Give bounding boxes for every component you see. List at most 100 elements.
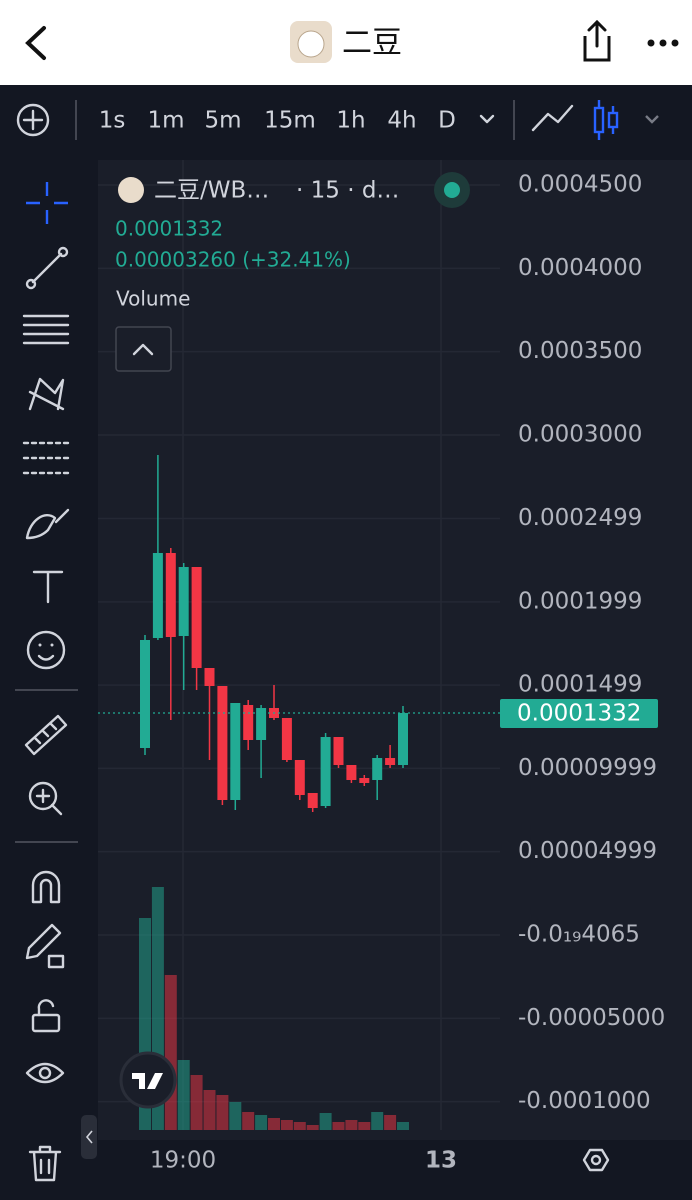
symbol-interval: · 15 · d… — [296, 178, 399, 204]
y-tick-label: 0.0002499 — [518, 505, 642, 531]
lock-drawing-tool[interactable] — [25, 923, 65, 969]
chart-type-menu[interactable] — [645, 115, 659, 124]
candle-body — [230, 703, 241, 800]
trendline-tool[interactable] — [25, 246, 69, 290]
volume-bar — [280, 1120, 293, 1130]
volume-bar — [371, 1112, 384, 1130]
back-button[interactable] — [25, 26, 46, 60]
market-status-dot — [444, 182, 460, 198]
volume-bar — [268, 1118, 280, 1130]
settings-button[interactable] — [582, 1148, 610, 1172]
interval-button[interactable]: 4h — [387, 108, 416, 134]
candle-body — [385, 758, 396, 765]
y-tick-label: 0.0004000 — [518, 255, 642, 281]
symbol-name: 二豆/WB… — [154, 178, 269, 204]
delete-tool[interactable] — [28, 1145, 62, 1182]
volume-bar — [229, 1102, 242, 1130]
symbol-avatar — [118, 177, 144, 203]
candle-chart-button[interactable] — [593, 100, 619, 140]
interval-button[interactable]: D — [438, 108, 456, 134]
candle-body — [346, 765, 357, 780]
interval-button[interactable]: 1s — [99, 108, 126, 134]
last-price-label: 0.0001332 — [517, 701, 641, 727]
candle-body — [217, 686, 228, 800]
y-tick-label: 0.0004500 — [518, 172, 642, 198]
volume-bar — [345, 1120, 358, 1130]
candle-body — [204, 668, 215, 686]
brush-tool[interactable] — [25, 508, 70, 540]
volume-bar — [306, 1125, 319, 1130]
text-tool[interactable] — [32, 570, 64, 604]
ruler-tool[interactable] — [24, 714, 68, 756]
sidebar-toggle[interactable] — [81, 1115, 97, 1159]
x-tick-label: 19:00 — [150, 1148, 216, 1174]
lock-tool[interactable] — [31, 999, 61, 1033]
y-tick-label: 0.00009999 — [518, 755, 657, 781]
interval-button[interactable]: 15m — [264, 108, 316, 134]
candle-body — [320, 737, 331, 806]
y-tick-label: 0.0003500 — [518, 338, 642, 364]
pattern-tool[interactable] — [28, 377, 65, 411]
collapse-legend[interactable] — [115, 326, 172, 372]
candle-body — [191, 567, 202, 668]
fib-tool[interactable] — [22, 314, 70, 345]
volume-bar — [319, 1113, 332, 1130]
logo-mark — [132, 1073, 163, 1089]
volume-bar — [242, 1112, 255, 1130]
candle-body — [165, 553, 176, 637]
toolbar — [0, 85, 692, 155]
volume-bar — [293, 1122, 306, 1130]
volume-bar — [164, 975, 177, 1130]
candle-body — [243, 705, 254, 740]
volume-bar — [190, 1075, 203, 1130]
candle-body — [359, 778, 370, 783]
volume-bar — [203, 1090, 216, 1130]
price: 0.0001332 — [115, 217, 223, 241]
y-tick-label: 0.0001999 — [518, 588, 642, 614]
more-button[interactable] — [647, 39, 679, 47]
top-bar — [0, 0, 692, 85]
add-button[interactable] — [16, 103, 50, 137]
zoom-tool[interactable] — [28, 781, 63, 816]
logo — [119, 1051, 177, 1109]
candle-body — [398, 713, 408, 765]
interval-menu[interactable] — [479, 114, 495, 124]
volume-bar — [255, 1115, 268, 1130]
candle-body — [152, 553, 163, 638]
y-tick-label: -0.0₁₉4065 — [518, 922, 640, 948]
caret-icon — [132, 343, 154, 356]
volume-bar — [397, 1122, 409, 1130]
candle-body — [178, 567, 189, 636]
sidebar — [0, 155, 96, 1200]
candle-body — [372, 758, 383, 780]
magnet-tool[interactable] — [31, 870, 61, 904]
volume-bar — [384, 1115, 397, 1130]
volume-bar — [216, 1095, 229, 1130]
interval-button[interactable]: 1m — [147, 108, 184, 134]
y-tick-label: -0.0001000 — [518, 1088, 651, 1114]
candle-body — [281, 718, 292, 760]
line-chart-button[interactable] — [531, 104, 574, 132]
last-price-tag — [500, 699, 658, 728]
y-tick-label: 0.00004999 — [518, 838, 657, 864]
y-tick-label: 0.0003000 — [518, 422, 642, 448]
candle-body — [333, 737, 344, 765]
volume-bar — [358, 1122, 371, 1130]
share-button[interactable] — [583, 19, 611, 62]
candle-body — [307, 793, 318, 808]
interval-button[interactable]: 1h — [336, 108, 365, 134]
toggle-icon — [85, 1130, 93, 1144]
interval-button[interactable]: 5m — [204, 108, 241, 134]
x-tick-label: 13 — [425, 1148, 457, 1174]
emoji-tool[interactable] — [26, 630, 66, 670]
candle-body — [256, 708, 267, 740]
avatar-face — [297, 30, 325, 58]
y-tick-label: -0.00005000 — [518, 1005, 665, 1031]
volume-bar — [332, 1122, 345, 1130]
crosshair-tool[interactable] — [26, 182, 68, 224]
visibility-tool[interactable] — [25, 1062, 65, 1084]
header-title: 二豆 — [342, 26, 402, 61]
prediction-tool[interactable] — [22, 441, 70, 475]
